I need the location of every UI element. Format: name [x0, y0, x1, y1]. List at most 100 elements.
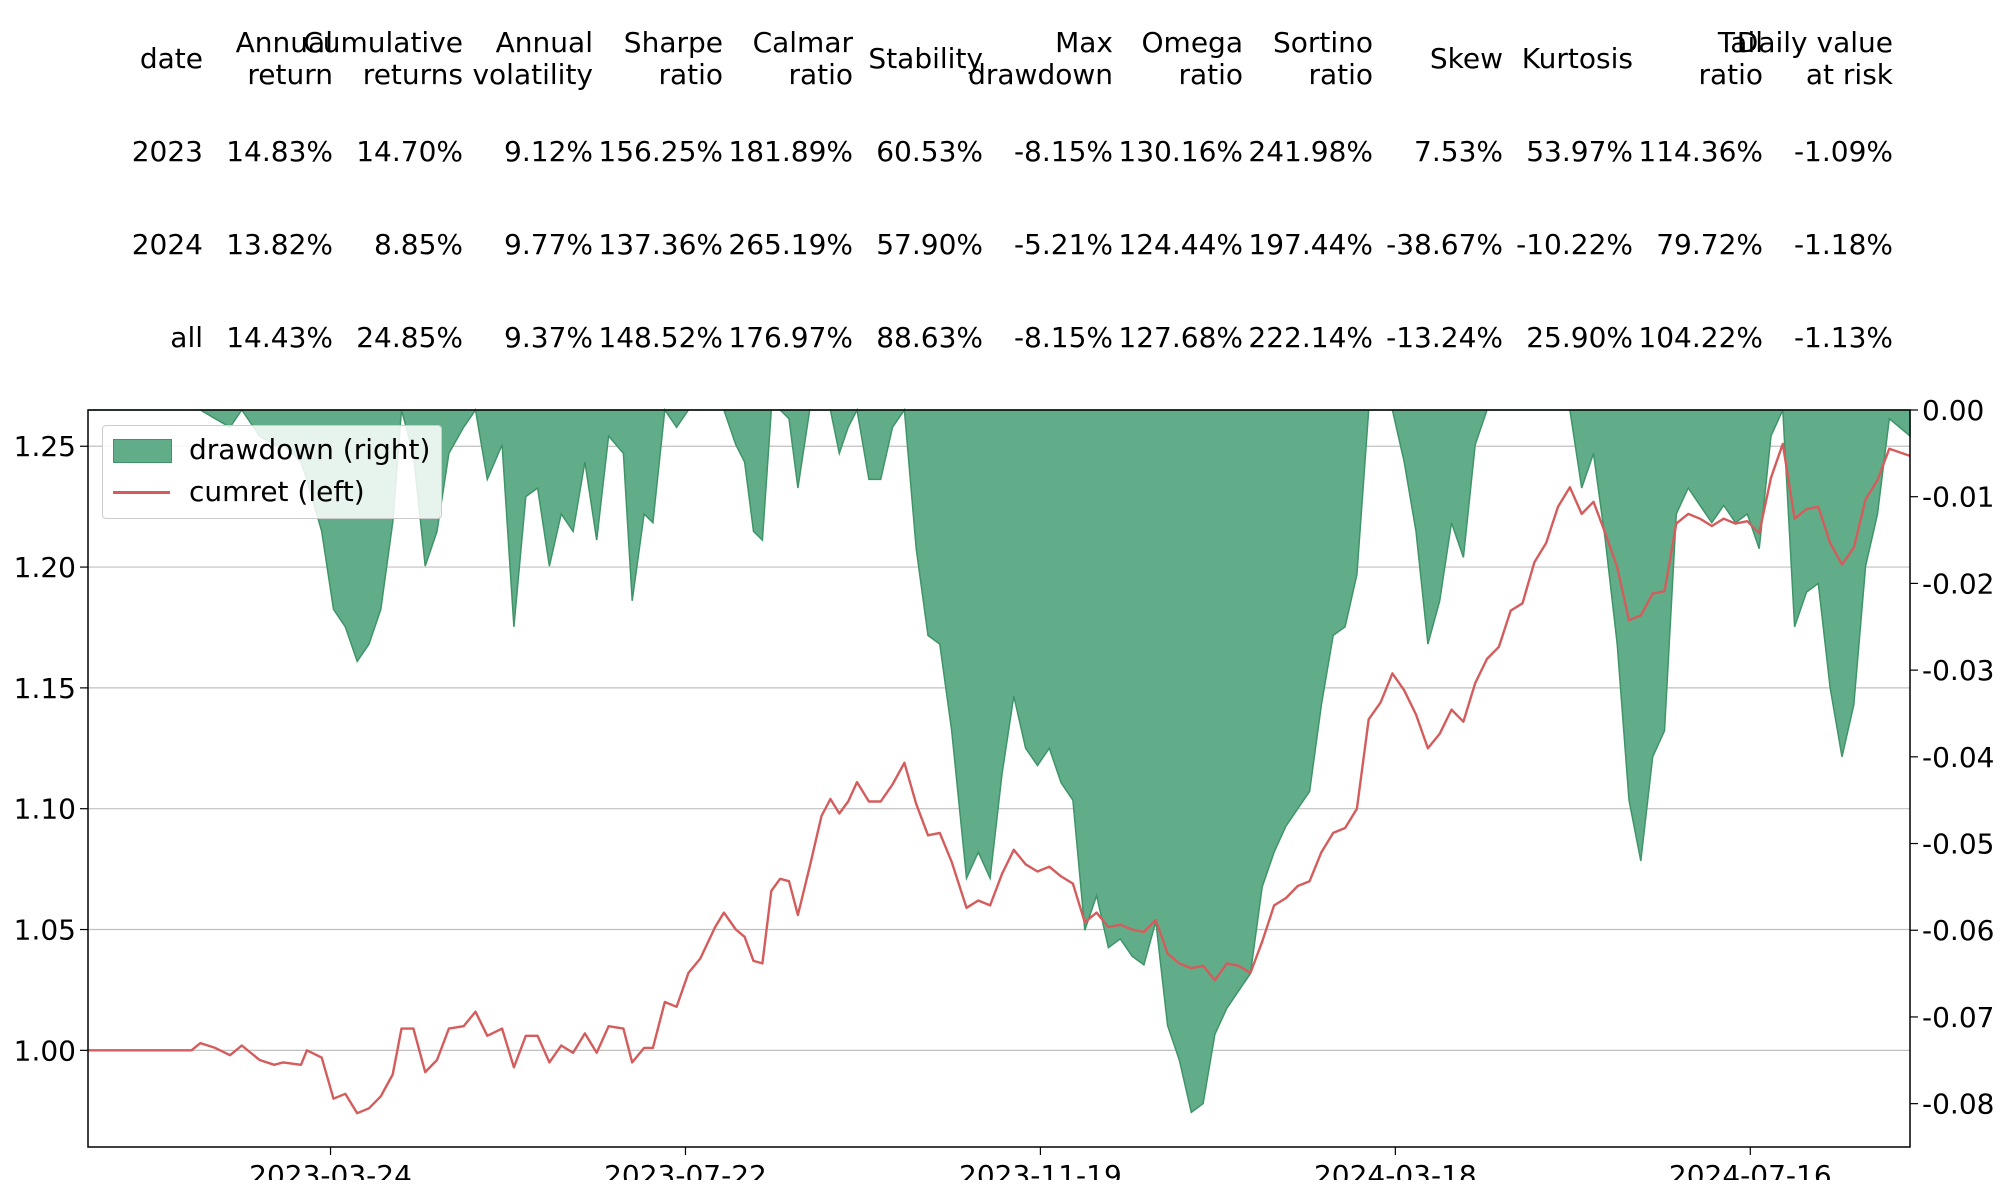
left-axis-tick-label: 1.15: [14, 672, 76, 705]
cumret-line-layer: [88, 442, 1911, 1115]
table-cell: -38.67%: [1386, 228, 1503, 261]
right-axis-tick-label: -0.03: [1922, 654, 1994, 687]
table-cell: -1.18%: [1793, 228, 1893, 261]
table-header-cell: Daily value: [1736, 26, 1893, 59]
table-header-cell: Kurtosis: [1521, 42, 1633, 75]
table-cell: 265.19%: [728, 228, 853, 261]
left-axis: 1.00 1.05 1.10 1.15 1.20 1.25: [14, 430, 88, 1067]
x-axis-tick-label: 2024-03-18: [1314, 1159, 1477, 1180]
table-header-cell: return: [247, 58, 333, 91]
table-cell: 137.36%: [598, 228, 723, 261]
table-cell: -5.21%: [1013, 228, 1113, 261]
legend-label-drawdown: drawdown (right): [189, 433, 431, 466]
table-header-cell: Max: [1055, 26, 1113, 59]
right-axis: 0.00 -0.01 -0.02 -0.03 -0.04 -0.05 -0.06 -0.07 -…: [1910, 394, 1994, 1121]
table-cell: 156.25%: [598, 135, 723, 168]
left-axis-tick-label: 1.05: [14, 914, 76, 947]
table-header-cell: Stability: [868, 42, 983, 75]
table-cell: 7.53%: [1414, 135, 1503, 168]
x-axis: 2023-03-24 2023-07-22 2023-11-19 2024-03-18…: [249, 1147, 1832, 1180]
table-cell: 79.72%: [1656, 228, 1763, 261]
drawdown-area: [88, 407, 1911, 1114]
table-cell: 130.16%: [1118, 135, 1243, 168]
left-axis-tick-label: 1.25: [14, 430, 76, 463]
table-cell: -10.22%: [1516, 228, 1633, 261]
left-axis-tick-label: 1.00: [14, 1034, 76, 1067]
table-header-cell: ratio: [658, 58, 723, 91]
table-header-cell: Skew: [1429, 42, 1503, 75]
table-cell: 13.82%: [226, 228, 333, 261]
table-row-label: 2023: [131, 135, 203, 168]
left-axis-tick-label: 1.20: [14, 551, 76, 584]
table-cell: 127.68%: [1118, 321, 1243, 354]
table-header-cell: drawdown: [968, 58, 1113, 91]
legend-swatch-drawdown: [113, 439, 172, 463]
left-axis-tick-label: 1.10: [14, 793, 76, 826]
right-axis-tick-label: -0.02: [1922, 567, 1994, 600]
table-header-cell: ratio: [788, 58, 853, 91]
right-axis-tick-label: -0.01: [1922, 481, 1994, 514]
legend-label-cumret: cumret (left): [189, 475, 365, 508]
x-axis-tick-label: 2023-03-24: [249, 1159, 412, 1180]
table-cell: -1.13%: [1793, 321, 1893, 354]
table-row-label: 2024: [131, 228, 203, 261]
table-cell: 8.85%: [374, 228, 463, 261]
table-cell: 25.90%: [1526, 321, 1633, 354]
table-header-cell: ratio: [1698, 58, 1763, 91]
legend-item-drawdown: drawdown (right): [103, 432, 441, 468]
cumret-line: [88, 442, 1911, 1115]
table-header-cell: ratio: [1308, 58, 1373, 91]
right-axis-tick-label: -0.08: [1922, 1088, 1994, 1121]
table-header-cell: Tail: [1717, 26, 1763, 59]
plot-frame: [87, 409, 1911, 1148]
table-cell: 148.52%: [598, 321, 723, 354]
x-axis-tick-label: 2023-11-19: [959, 1159, 1122, 1180]
table-header-cell: Cumulative: [303, 26, 463, 59]
right-axis-tick-label: 0.00: [1922, 394, 1984, 427]
table-header-cell: ratio: [1178, 58, 1243, 91]
legend-swatch-cumret: [113, 491, 170, 494]
table-cell: 88.63%: [876, 321, 983, 354]
right-axis-tick-label: -0.04: [1922, 741, 1994, 774]
table-cell: -8.15%: [1013, 321, 1113, 354]
table-cell: 14.70%: [356, 135, 463, 168]
table-cell: 14.43%: [226, 321, 333, 354]
table-cell: 9.37%: [504, 321, 593, 354]
table-header-cell: at risk: [1805, 58, 1893, 91]
right-axis-tick-label: -0.05: [1922, 828, 1994, 861]
table-cell: 9.77%: [504, 228, 593, 261]
table-header-cell: Sharpe: [623, 26, 723, 59]
table-cell: 241.98%: [1248, 135, 1373, 168]
table-cell: 114.36%: [1638, 135, 1763, 168]
table-cell: 9.12%: [504, 135, 593, 168]
table-cell: 14.83%: [226, 135, 333, 168]
table-row-label: all: [170, 321, 203, 354]
table-header-cell: volatility: [472, 58, 593, 91]
table-cell: -1.09%: [1793, 135, 1893, 168]
table-header-cell: returns: [362, 58, 463, 91]
drawdown-area-layer: [88, 407, 1911, 1114]
table-cell: 53.97%: [1526, 135, 1633, 168]
stats-table: date Annual return Cumulative returns Annual v…: [0, 0, 2000, 380]
legend-item-cumret: cumret (left): [103, 474, 441, 510]
x-axis-tick-label: 2024-07-16: [1669, 1159, 1832, 1180]
table-cell: 60.53%: [876, 135, 983, 168]
legend: drawdown (right) cumret (left): [102, 425, 442, 519]
table-header-cell: Calmar: [752, 26, 853, 59]
table-header-cell: Annual: [235, 26, 333, 59]
right-axis-tick-label: -0.07: [1922, 1001, 1994, 1034]
table-cell: 124.44%: [1118, 228, 1243, 261]
table-cell: -13.24%: [1386, 321, 1503, 354]
table-header-cell: date: [139, 42, 203, 75]
table-header-cell: Omega: [1141, 26, 1243, 59]
x-axis-tick-label: 2023-07-22: [604, 1159, 767, 1180]
table-cell: 24.85%: [356, 321, 463, 354]
table-cell: 222.14%: [1248, 321, 1373, 354]
right-axis-tick-label: -0.06: [1922, 914, 1994, 947]
table-cell: 104.22%: [1638, 321, 1763, 354]
table-cell: -8.15%: [1013, 135, 1113, 168]
table-cell: 181.89%: [728, 135, 853, 168]
table-header-cell: Sortino: [1272, 26, 1373, 59]
table-cell: 57.90%: [876, 228, 983, 261]
table-header-cell: Annual: [495, 26, 593, 59]
